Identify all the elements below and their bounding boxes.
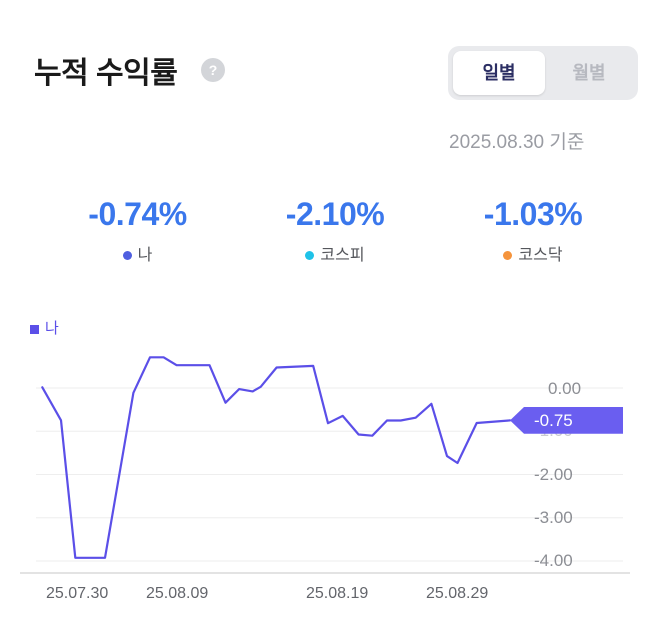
svg-text:25.08.29: 25.08.29 bbox=[426, 585, 488, 602]
svg-text:-0.75: -0.75 bbox=[534, 411, 573, 430]
svg-text:-2.00: -2.00 bbox=[534, 465, 573, 484]
svg-text:25.08.09: 25.08.09 bbox=[146, 585, 208, 602]
svg-text:-4.00: -4.00 bbox=[534, 551, 573, 570]
svg-text:0.00: 0.00 bbox=[548, 379, 581, 398]
svg-text:25.07.30: 25.07.30 bbox=[46, 585, 108, 602]
svg-text:25.08.19: 25.08.19 bbox=[306, 585, 368, 602]
svg-text:-3.00: -3.00 bbox=[534, 508, 573, 527]
